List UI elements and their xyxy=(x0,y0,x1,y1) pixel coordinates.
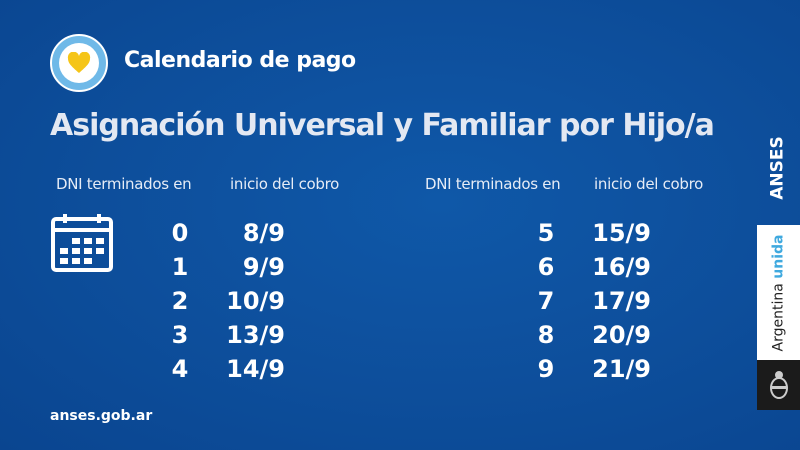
payment-date: 17/9 xyxy=(592,287,651,315)
payment-date: 9/9 xyxy=(242,253,285,281)
argentina-unida-logo: Argentina unida xyxy=(757,225,800,360)
right-date-header: inicio del cobro xyxy=(594,175,704,193)
table-row: 1 9/9 xyxy=(165,250,285,284)
payment-date: 13/9 xyxy=(226,321,285,349)
table-row: 5 15/9 xyxy=(531,216,651,250)
dni-digit: 8 xyxy=(537,321,555,349)
payment-date: 15/9 xyxy=(592,219,651,247)
table-row: 7 17/9 xyxy=(531,284,651,318)
payment-date: 10/9 xyxy=(226,287,285,315)
unida-text: unida xyxy=(770,234,787,279)
dni-digit: 4 xyxy=(171,355,189,383)
anses-text: ANSES xyxy=(768,135,789,200)
coat-of-arms-icon xyxy=(769,371,788,399)
website-url: anses.gob.ar xyxy=(50,408,153,424)
right-dni-header: DNI terminados en xyxy=(425,175,561,193)
dni-digit: 3 xyxy=(171,321,189,349)
dni-digit: 0 xyxy=(171,219,189,247)
dni-digit: 1 xyxy=(171,253,189,281)
dni-digit: 9 xyxy=(537,355,555,383)
table-row: 3 13/9 xyxy=(165,318,285,352)
right-table: 5 15/9 6 16/9 7 17/9 8 20/9 9 21/9 xyxy=(531,216,651,386)
dni-digit: 7 xyxy=(537,287,555,315)
table-row: 6 16/9 xyxy=(531,250,651,284)
anses-logo: ANSES xyxy=(762,120,794,215)
argentina-text: Argentina xyxy=(770,282,787,351)
calendar-icon xyxy=(51,214,113,272)
table-row: 9 21/9 xyxy=(531,352,651,386)
dni-digit: 5 xyxy=(537,219,555,247)
payment-date: 14/9 xyxy=(226,355,285,383)
heart-icon xyxy=(67,52,91,73)
payment-date: 21/9 xyxy=(592,355,651,383)
dni-digit: 6 xyxy=(537,253,555,281)
table-row: 2 10/9 xyxy=(165,284,285,318)
payment-date: 16/9 xyxy=(592,253,651,281)
left-date-header: inicio del cobro xyxy=(230,175,340,193)
payment-date: 20/9 xyxy=(592,321,651,349)
left-dni-header: DNI terminados en xyxy=(56,175,192,193)
table-row: 8 20/9 xyxy=(531,318,651,352)
page-title: Asignación Universal y Familiar por Hijo… xyxy=(50,108,715,143)
dni-digit: 2 xyxy=(171,287,189,315)
heart-logo xyxy=(50,34,108,92)
payment-date: 8/9 xyxy=(242,219,285,247)
table-row: 0 8/9 xyxy=(165,216,285,250)
left-table: 0 8/9 1 9/9 2 10/9 3 13/9 4 14/9 xyxy=(165,216,285,386)
coat-of-arms-box xyxy=(757,360,800,410)
table-row: 4 14/9 xyxy=(165,352,285,386)
subtitle: Calendario de pago xyxy=(124,48,356,73)
